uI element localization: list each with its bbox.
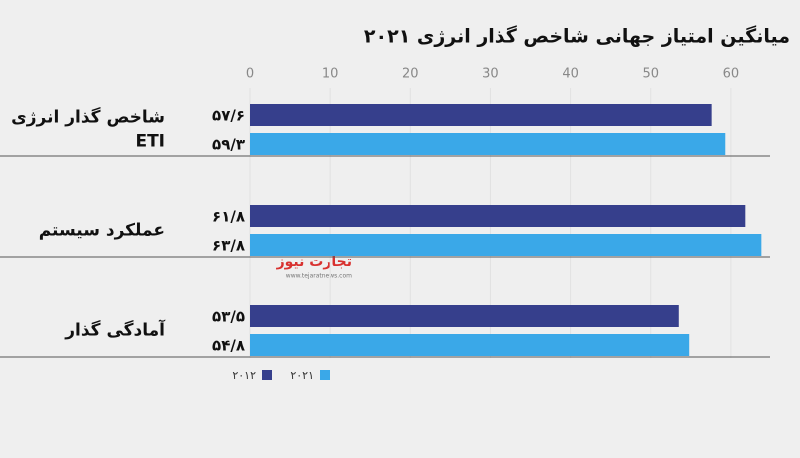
bar — [250, 133, 726, 155]
x-tick-label: 40 — [562, 67, 579, 82]
legend-swatch — [262, 370, 272, 380]
bar — [250, 334, 690, 356]
value-label: ۶۱/۸ — [212, 208, 245, 226]
bar — [250, 104, 712, 126]
category-label: عملکرد سیستم — [39, 221, 165, 241]
bar — [250, 205, 746, 227]
x-tick-label: 60 — [723, 67, 740, 82]
legend-label: ۲۰۱۲ — [232, 369, 256, 382]
bar — [250, 234, 762, 256]
x-tick-label: 50 — [642, 67, 659, 82]
chart-title: میانگین امتیاز جهانی شاخص گذار انرژی ۲۰۲… — [364, 25, 790, 48]
category-label: شاخص گذار انرژی — [11, 107, 165, 128]
legend-label: ۲۰۲۱ — [290, 369, 314, 382]
x-tick-label: 10 — [322, 67, 339, 82]
legend-swatch — [320, 370, 330, 380]
value-label: ۵۳/۵ — [212, 308, 245, 326]
x-tick-label: 20 — [402, 67, 419, 82]
category-label: آمادگی گذار — [64, 319, 166, 341]
value-label: ۶۳/۸ — [212, 237, 245, 255]
bar — [250, 305, 679, 327]
value-label: ۵۹/۳ — [212, 136, 245, 154]
x-tick-label: 0 — [246, 67, 254, 82]
value-label: ۵۷/۶ — [212, 107, 245, 125]
x-tick-label: 30 — [482, 67, 499, 82]
value-label: ۵۴/۸ — [212, 337, 245, 355]
watermark-url: www.tejaratnews.com — [286, 273, 352, 280]
watermark: تجارت نیوز — [276, 254, 352, 270]
category-label: ETI — [135, 132, 165, 152]
